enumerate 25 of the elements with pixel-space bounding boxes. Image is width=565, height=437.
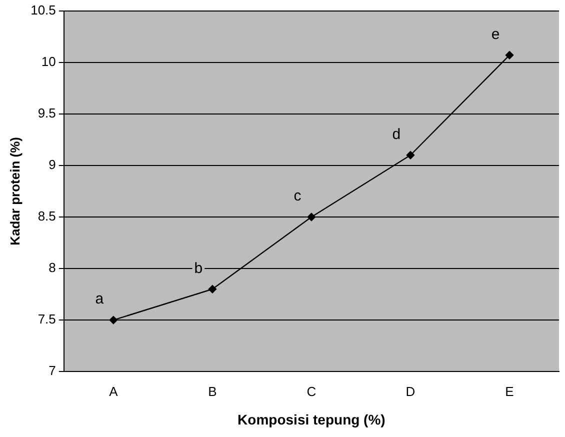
- x-tick-label: D: [406, 384, 416, 399]
- annotation: e: [491, 26, 500, 43]
- y-axis-title: Kadar protein (%): [7, 137, 22, 246]
- y-tick-label: 10.5: [30, 2, 56, 18]
- point: [307, 212, 316, 222]
- x-axis-title: Komposisi tepung (%): [238, 411, 386, 428]
- annotation: c: [294, 188, 302, 205]
- point: [208, 285, 217, 294]
- x-tick-label: B: [208, 384, 217, 399]
- point: [109, 316, 118, 324]
- point: [406, 151, 415, 160]
- annotation: b: [194, 260, 203, 277]
- y-tick-label: 8: [48, 260, 56, 276]
- x-tick-label: E: [505, 384, 514, 399]
- y-tick-label: 7.5: [38, 312, 56, 327]
- x-tick-label: A: [109, 384, 118, 399]
- point: [505, 51, 514, 60]
- y-tick-label: 10: [41, 54, 56, 69]
- x-tick-label: C: [306, 384, 316, 399]
- annotation: a: [95, 290, 104, 308]
- annotation: d: [392, 126, 401, 143]
- y-tick-label: 7: [48, 363, 56, 378]
- y-tick-label: 9: [48, 157, 56, 172]
- y-tick-label: 8.5: [38, 208, 56, 224]
- y-tick-label: 9.5: [38, 105, 56, 120]
